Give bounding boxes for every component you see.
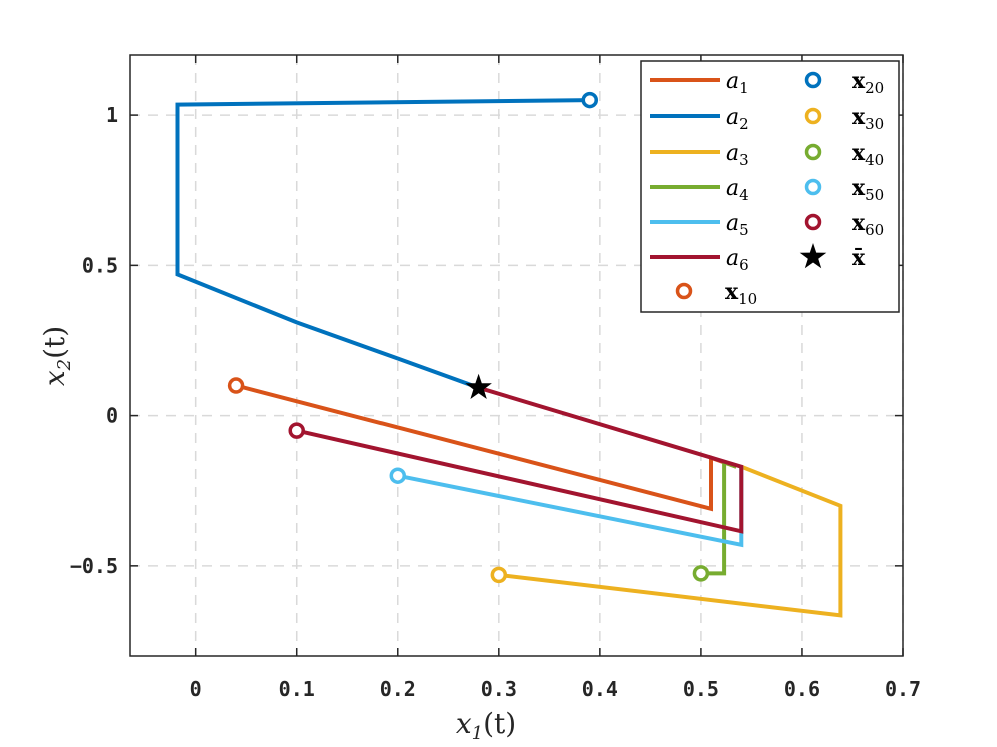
legend-label-x30: x30 <box>852 104 884 133</box>
series-line-a3 <box>498 464 843 618</box>
grid <box>130 55 904 656</box>
initial-point-x20 <box>581 91 599 109</box>
legend-label-x60: x60 <box>852 210 884 239</box>
legend-label-x10: x10 <box>725 279 757 308</box>
y-tick-label: −0.5 <box>70 554 118 578</box>
x-tick-label: 0.7 <box>885 677 921 701</box>
initial-point-x30 <box>490 566 508 584</box>
legend: a1 a2 a3 a4 a5 a6 x10 x20 x30 x40 x50 x60 x̄ <box>640 60 900 313</box>
legend-label-a1: a1 <box>726 69 749 97</box>
initial-point-x10 <box>227 377 245 394</box>
legend-swatch-x50 <box>804 178 822 196</box>
legend-label-equilibrium: x̄ <box>852 245 866 271</box>
legend-label-a3: a3 <box>726 141 749 169</box>
y-tick-label: 1 <box>106 103 118 127</box>
x-tick-label: 0.6 <box>784 677 820 701</box>
legend-swatch-x60 <box>804 213 822 231</box>
series-layer <box>175 98 843 618</box>
legend-label-x40: x40 <box>852 140 884 169</box>
x-tick-label: 0.4 <box>582 677 618 701</box>
legend-label-x20: x20 <box>852 68 884 97</box>
legend-label-a6: a6 <box>726 246 749 274</box>
legend-label-a4: a4 <box>726 176 749 204</box>
legend-label-a2: a2 <box>726 105 749 133</box>
legend-swatch-equilibrium <box>799 243 827 269</box>
y-tick-label: 0.5 <box>82 253 118 277</box>
x-tick-label: 0 <box>190 677 202 701</box>
initial-point-x40 <box>692 565 710 582</box>
legend-swatch-x30 <box>804 107 822 125</box>
legend-swatch-x40 <box>804 143 822 161</box>
legend-label-x50: x50 <box>852 175 884 204</box>
x-tick-label: 0.3 <box>481 677 517 701</box>
initial-point-x60 <box>288 422 305 439</box>
initial-point-x50 <box>389 467 407 484</box>
x-tick-label: 0.5 <box>683 677 719 701</box>
legend-swatch-x10 <box>675 282 693 300</box>
y-axis-label: x2(t) <box>38 326 75 386</box>
legend-label-a5: a5 <box>726 211 749 239</box>
marker-layer <box>227 91 710 584</box>
series-line-a2 <box>175 98 590 390</box>
y-tick-label: 0 <box>106 404 118 428</box>
x-axis-label: x1(t) <box>456 707 516 744</box>
series-line-a6 <box>296 385 744 534</box>
axis-ticks: 0 0.1 0.2 0.3 0.4 0.5 0.6 0.7 −0.5 0 0.5 1 <box>70 55 921 701</box>
x-tick-label: 0.1 <box>279 677 315 701</box>
equilibrium-star-marker <box>465 373 492 399</box>
plot-area-frame <box>129 54 904 657</box>
x-tick-label: 0.2 <box>380 677 416 701</box>
legend-swatch-x20 <box>804 71 822 89</box>
